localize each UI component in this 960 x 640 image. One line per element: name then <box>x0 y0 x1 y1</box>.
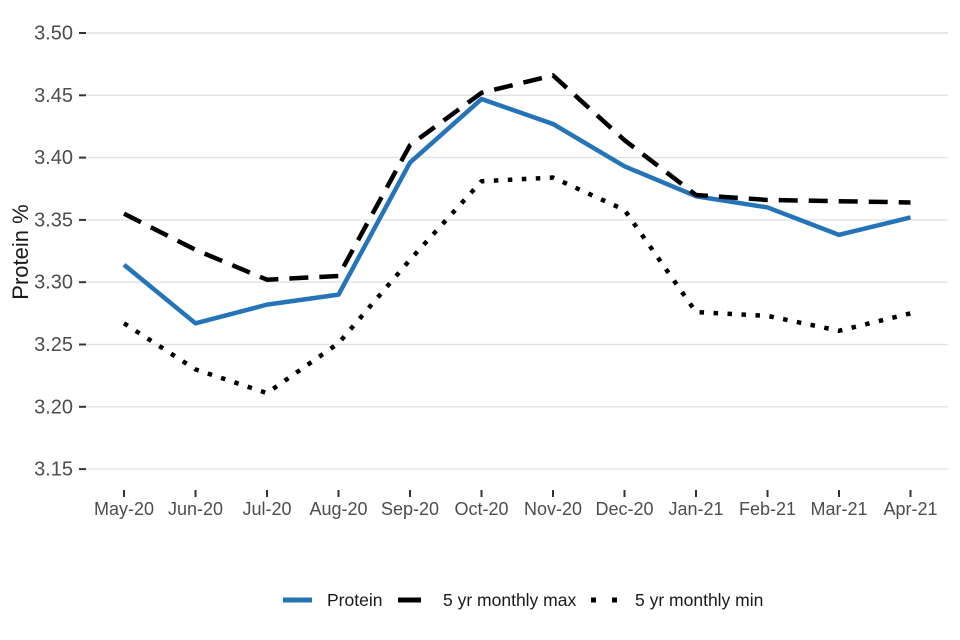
gridlines <box>86 32 948 470</box>
x-tick-label: Sep-20 <box>381 499 439 519</box>
x-tick-label: Dec-20 <box>595 499 653 519</box>
series-line-5-yr-monthly-min <box>122 175 912 396</box>
x-axis-labels: May-20 Jun-20 Jul-20 Aug-20 Sep-20 Oct-20 Nov-… <box>94 499 938 519</box>
x-tick-label: Oct-20 <box>454 499 508 519</box>
y-axis-labels: 3.15 3.20 3.25 3.30 3.35 3.40 3.45 3.50 <box>34 23 73 481</box>
x-tick-label: Mar-21 <box>810 499 867 519</box>
x-tick-label: Nov-20 <box>524 499 582 519</box>
y-tick-label: 3.50 <box>34 23 73 45</box>
series-line-protein <box>122 96 912 326</box>
x-axis-ticks <box>123 490 912 497</box>
legend-swatch-dot <box>612 597 617 603</box>
x-tick-label: Feb-21 <box>739 499 796 519</box>
x-tick-label: Jul-20 <box>242 499 291 519</box>
y-tick-label: 3.35 <box>34 209 73 231</box>
series-lines <box>122 73 912 396</box>
y-tick-label: 3.40 <box>34 147 73 169</box>
x-tick-label: Jun-20 <box>168 499 223 519</box>
legend-item-5-yr-monthly-max: 5 yr monthly max <box>398 590 576 610</box>
legend-item-5-yr-monthly-min: 5 yr monthly min <box>591 590 763 610</box>
y-axis-ticks <box>79 32 86 471</box>
y-tick-label: 3.45 <box>34 85 73 107</box>
legend-label: 5 yr monthly max <box>443 590 576 610</box>
y-axis-title: Protein % <box>8 204 33 299</box>
legend-label: 5 yr monthly min <box>635 590 763 610</box>
x-tick-label: Jan-21 <box>668 499 723 519</box>
x-tick-label: Apr-21 <box>883 499 937 519</box>
legend-swatch-dot <box>591 597 596 603</box>
y-tick-label: 3.25 <box>34 334 73 356</box>
legend: Protein 5 yr monthly max 5 yr monthly min <box>283 590 763 610</box>
x-tick-label: May-20 <box>94 499 154 519</box>
legend-item-protein: Protein <box>283 590 382 610</box>
series-line-5-yr-monthly-max <box>122 73 911 282</box>
legend-label: Protein <box>327 590 382 610</box>
x-tick-label: Aug-20 <box>309 499 367 519</box>
y-tick-label: 3.20 <box>34 396 73 418</box>
y-tick-label: 3.30 <box>34 272 73 294</box>
y-tick-label: 3.15 <box>34 459 73 481</box>
